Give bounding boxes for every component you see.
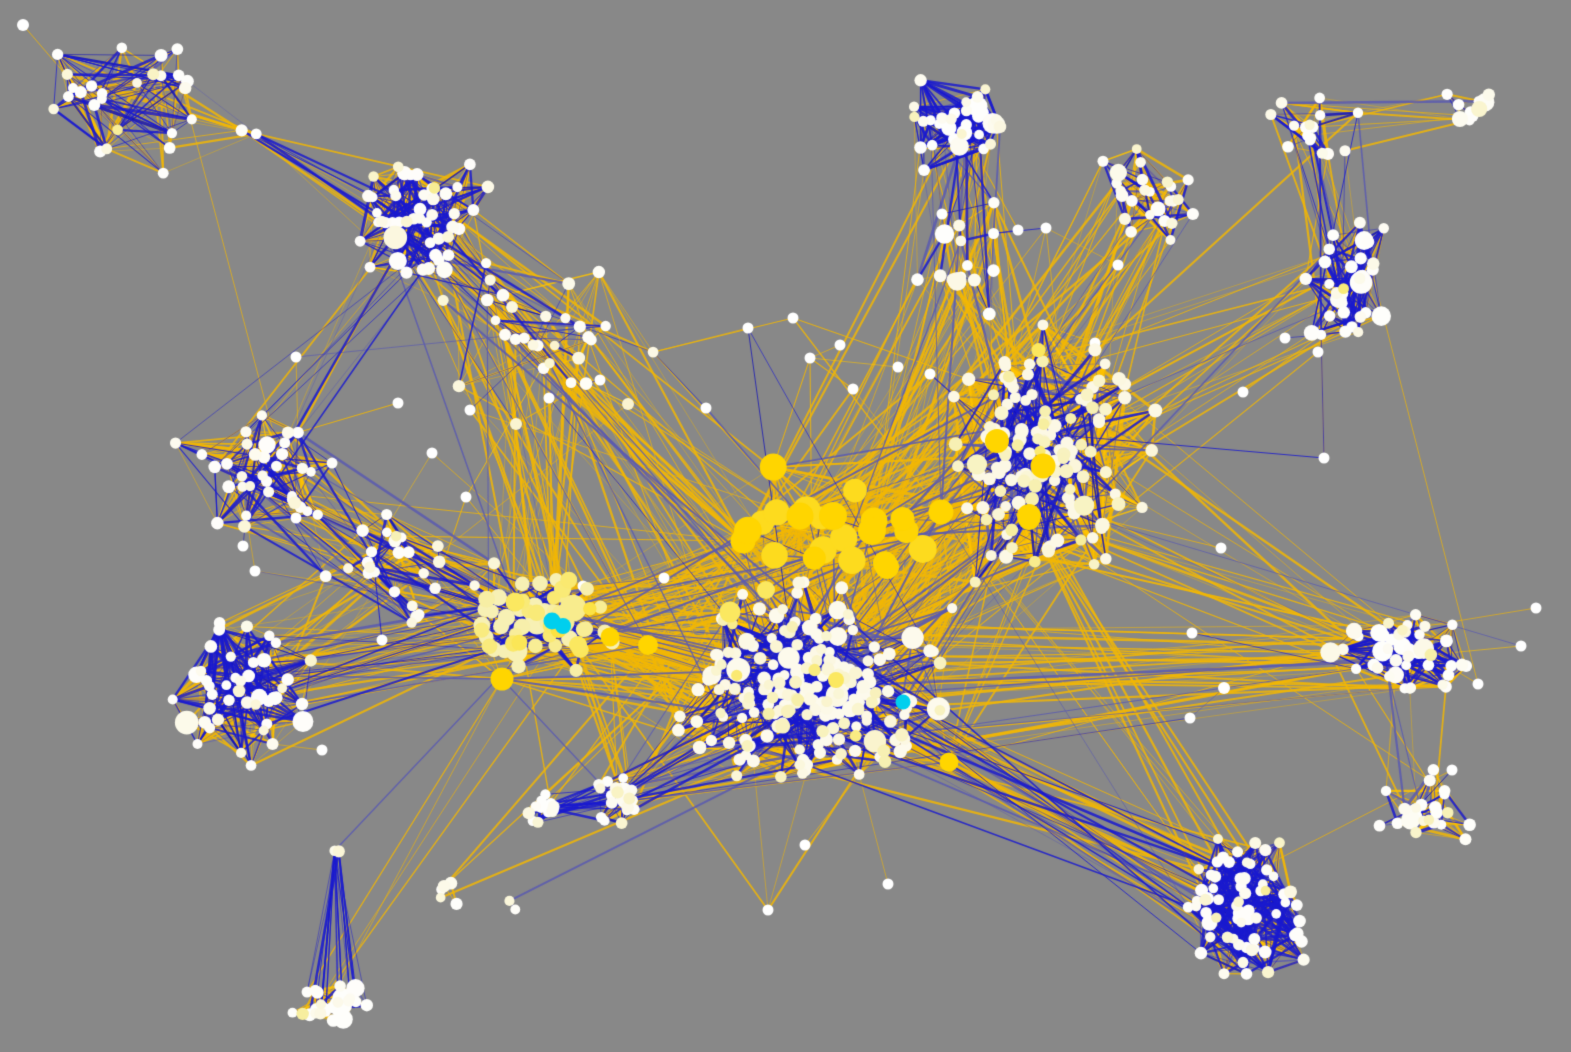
network-graph-visualization [0,0,1571,1052]
graph-canvas[interactable] [0,0,1571,1052]
